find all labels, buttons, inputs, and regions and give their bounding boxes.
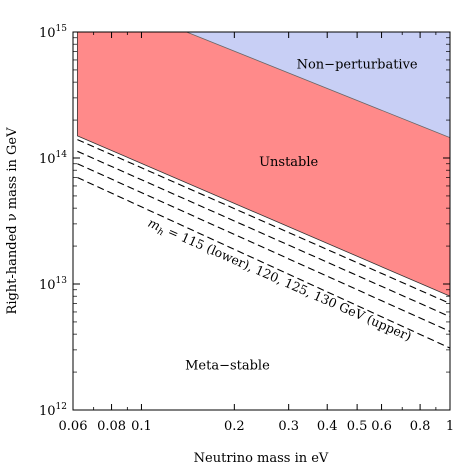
dashed-line-3 — [77, 177, 450, 349]
non-perturbative-boundary-line — [186, 32, 450, 139]
x-axis-title: Neutrino mass in eV — [194, 451, 329, 466]
x-tick-label-7: 0.6 — [371, 419, 392, 434]
region-label-meta-stable: Meta−stable — [185, 358, 270, 373]
x-tick-label-2: 0.1 — [131, 419, 152, 434]
dashed-line-2 — [77, 163, 450, 332]
x-tick-label-8: 0.8 — [410, 419, 431, 434]
mh-symbol: m — [146, 215, 163, 234]
dashed-line-1 — [77, 150, 450, 318]
region-label-non-perturbative: Non−perturbative — [297, 58, 418, 73]
y-tick-label-2: 1014 — [39, 150, 67, 167]
mh-subscript: h — [156, 227, 165, 238]
y-axis-ticks: 1012 1013 1014 1015 — [39, 24, 450, 419]
dashed-lines-group — [77, 139, 450, 349]
x-tick-label-1: 0.08 — [97, 419, 126, 434]
plot-frame — [72, 31, 451, 411]
x-tick-label-4: 0.3 — [278, 419, 299, 434]
y-tick-label-1: 1013 — [39, 276, 67, 293]
y-axis-title: Right-handed ν mass in GeV — [5, 127, 20, 315]
x-tick-label-3: 0.2 — [224, 419, 245, 434]
x-tick-label-5: 0.4 — [317, 419, 338, 434]
dashed-line-0 — [77, 139, 450, 305]
x-tick-label-6: 0.5 — [347, 419, 368, 434]
x-tick-label-0: 0.06 — [59, 419, 88, 434]
x-tick-label-9: 1 — [446, 419, 454, 434]
x-axis-ticks: 0.06 0.08 0.1 0.2 0.3 0.4 0.5 0.6 0.8 1 — [59, 32, 454, 434]
region-label-unstable: Unstable — [259, 155, 318, 170]
y-tick-label-0: 1012 — [39, 402, 67, 419]
y-tick-label-3: 1015 — [39, 24, 67, 41]
